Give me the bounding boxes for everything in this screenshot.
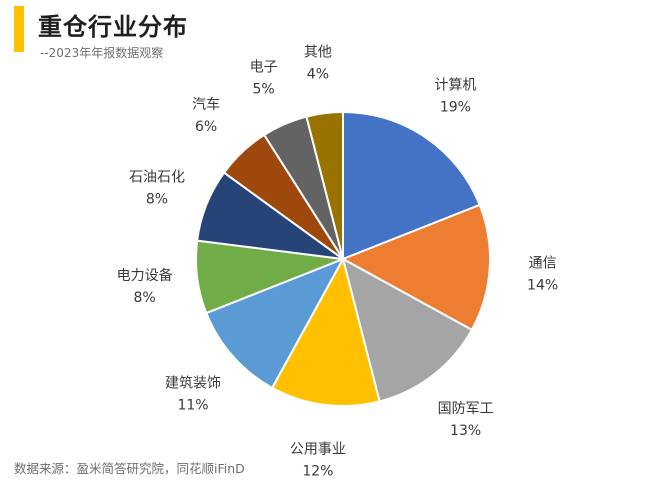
slice-pct-2: 13%	[450, 423, 481, 439]
slice-pct-7: 6%	[195, 119, 217, 135]
title-accent-bar	[14, 6, 24, 52]
data-source-note: 数据来源：盈米简答研究院，同花顺iFinD	[14, 461, 245, 476]
slice-label-7: 汽车	[192, 96, 220, 113]
pie-slice-4	[205, 257, 346, 390]
slice-label-8: 电子	[250, 59, 278, 75]
slice-pct-6: 8%	[146, 191, 168, 207]
pie-slice-3	[270, 256, 381, 407]
pie-slice-0	[342, 110, 481, 261]
slice-label-0: 计算机	[434, 78, 476, 94]
pie-slice-2	[341, 257, 474, 403]
slice-label-2: 国防军工	[438, 401, 494, 417]
pie-labels: 计算机 19% 通信 14% 国防军工 13% 公用事业 12% 建筑装饰 11% 电力设备 8% 石油…	[117, 45, 559, 480]
slice-pct-5: 8%	[133, 290, 155, 306]
slice-label-6: 石油石化	[129, 169, 185, 185]
slice-pct-4: 11%	[177, 397, 208, 413]
slice-label-9: 其他	[304, 45, 332, 61]
page-title: 重仓行业分布	[38, 13, 188, 41]
page-subtitle: --2023年年报数据观察	[40, 46, 164, 60]
slice-pct-9: 4%	[307, 67, 329, 83]
pie-slices	[195, 110, 491, 407]
slice-label-5: 电力设备	[117, 267, 173, 284]
pie-slice-9	[305, 110, 344, 260]
slice-pct-8: 5%	[252, 81, 274, 97]
slice-label-4: 建筑装饰	[165, 375, 221, 391]
slice-label-1: 通信	[529, 256, 557, 272]
slice-pct-3: 12%	[302, 463, 333, 479]
pie-slice-1	[340, 203, 491, 332]
slice-pct-1: 14%	[527, 278, 558, 294]
slice-pct-0: 19%	[440, 100, 471, 116]
slice-label-3: 公用事业	[290, 441, 346, 457]
